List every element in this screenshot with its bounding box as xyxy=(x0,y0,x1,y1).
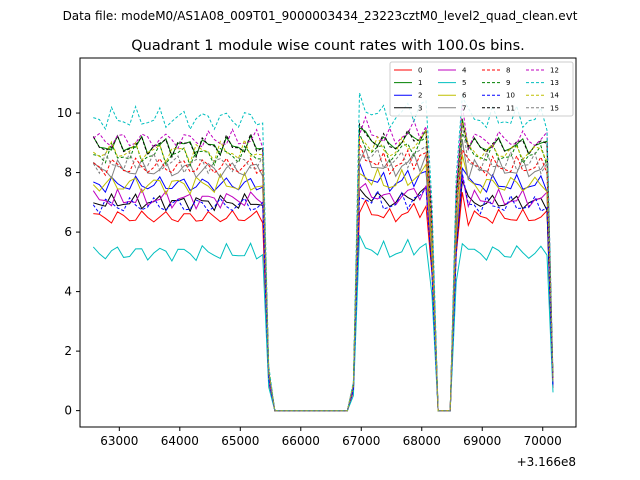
y-tick-label-8: 8 xyxy=(64,166,72,180)
legend-label-5: 5 xyxy=(462,79,466,87)
legend-label-9: 9 xyxy=(506,79,510,87)
y-tick-label-4: 4 xyxy=(64,285,72,299)
plot-frame xyxy=(79,57,577,428)
series-line-2 xyxy=(93,162,554,412)
legend-label-13: 13 xyxy=(550,79,559,87)
x-offset-label: +3.166e8 xyxy=(517,455,576,469)
x-tick-label-68000: 68000 xyxy=(403,434,441,448)
legend-label-15: 15 xyxy=(550,104,559,112)
series-line-13 xyxy=(93,92,554,412)
legend-label-11: 11 xyxy=(506,104,515,112)
chart-suptitle: Data file: modeM0/AS1A08_009T01_90000034… xyxy=(63,9,578,23)
legend-label-4: 4 xyxy=(462,67,467,75)
series-line-8 xyxy=(93,142,554,412)
legend-label-6: 6 xyxy=(462,92,467,100)
y-tick-label-6: 6 xyxy=(64,225,72,239)
y-tick-label-10: 10 xyxy=(57,106,72,120)
series-line-1 xyxy=(92,118,554,412)
x-tick-label-69000: 69000 xyxy=(463,434,501,448)
series-line-5 xyxy=(92,234,554,412)
x-tick-label-66000: 66000 xyxy=(282,434,320,448)
legend-label-10: 10 xyxy=(506,92,515,100)
legend-label-2: 2 xyxy=(418,92,422,100)
series-line-9 xyxy=(93,131,554,412)
legend-label-14: 14 xyxy=(550,92,559,100)
series-layer xyxy=(92,92,554,412)
y-tick-label-0: 0 xyxy=(64,404,72,418)
series-line-0 xyxy=(93,192,554,412)
x-tick-label-70000: 70000 xyxy=(524,434,562,448)
legend-label-12: 12 xyxy=(550,67,559,75)
legend-label-0: 0 xyxy=(418,67,422,75)
series-line-7 xyxy=(92,139,554,412)
axis-layer: 63000 64000 65000 66000 67000 68000 69000 70000… xyxy=(57,106,562,448)
legend-label-3: 3 xyxy=(418,104,422,112)
legend-label-8: 8 xyxy=(506,67,510,75)
chart-title: Quadrant 1 module wise count rates with … xyxy=(131,38,525,54)
x-tick-label-63000: 63000 xyxy=(100,434,138,448)
series-line-14 xyxy=(93,121,554,412)
x-tick-label-67000: 67000 xyxy=(342,434,380,448)
series-line-10 xyxy=(92,173,554,412)
legend-label-7: 7 xyxy=(462,104,466,112)
series-line-15 xyxy=(92,123,554,412)
x-tick-label-64000: 64000 xyxy=(161,434,199,448)
legend-label-1: 1 xyxy=(418,79,422,87)
series-line-4 xyxy=(92,175,554,412)
series-line-6 xyxy=(92,154,554,412)
y-tick-label-2: 2 xyxy=(64,344,72,358)
legend-box xyxy=(389,61,574,117)
x-tick-label-65000: 65000 xyxy=(221,434,259,448)
